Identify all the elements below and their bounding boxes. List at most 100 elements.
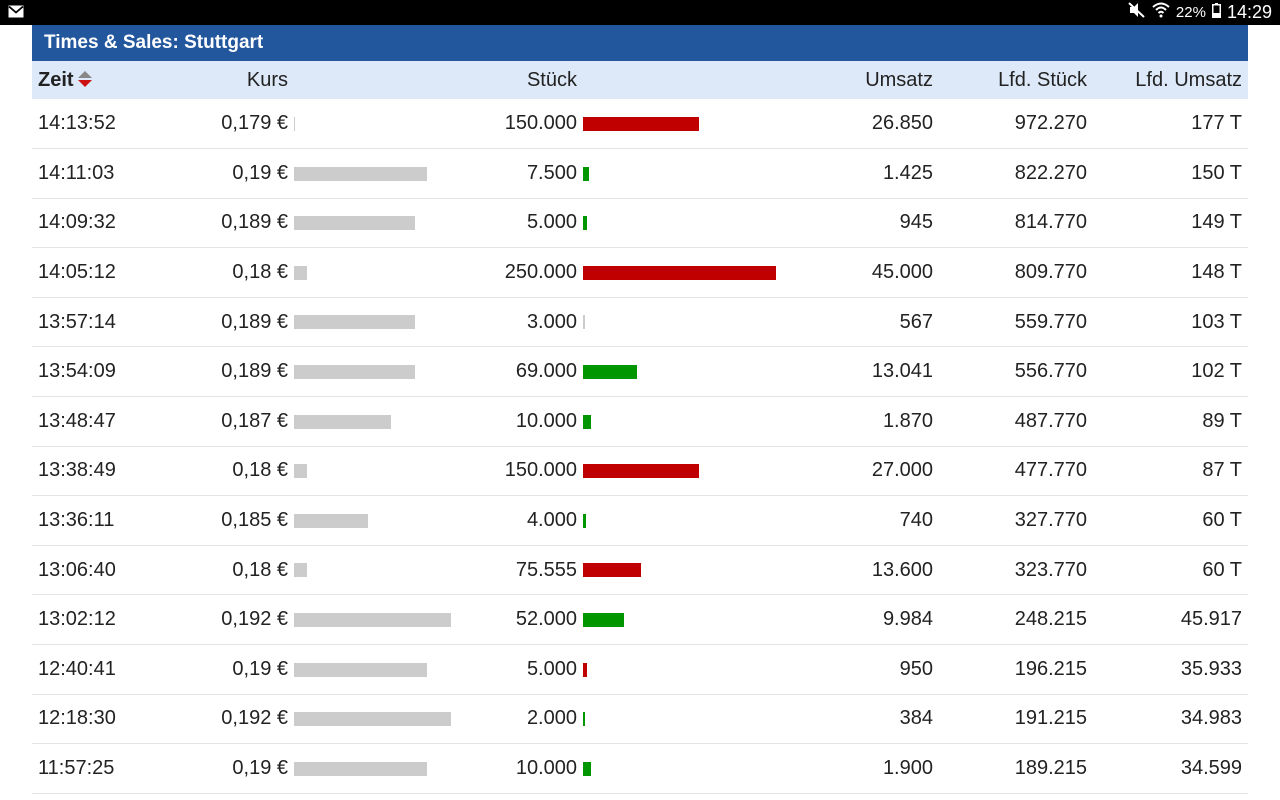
table-row: 14:09:32 0,189 € 5.000 945 814.770 149 T [32, 198, 1248, 248]
sort-descending-icon[interactable] [77, 71, 92, 89]
cell-lfd-stueck: 972.270 [1014, 112, 1087, 135]
cell-kurs-bar [294, 198, 464, 248]
cell-lfd-umsatz: 60 T [1202, 509, 1242, 532]
cell-zeit: 13:48:47 [38, 409, 116, 432]
cell-lfd-umsatz: 102 T [1191, 360, 1242, 383]
cell-kurs-bar [294, 496, 464, 546]
cell-stueck: 150.000 [504, 459, 577, 482]
volume-bar [583, 761, 591, 776]
cell-kurs-bar [294, 645, 464, 695]
cell-zeit: 14:11:03 [38, 161, 115, 184]
cell-zeit: 14:05:12 [38, 261, 116, 284]
cell-stueck: 10.000 [515, 757, 577, 780]
price-bar [294, 612, 451, 627]
cell-lfd-umsatz: 45.917 [1180, 608, 1242, 631]
cell-umsatz: 740 [899, 509, 933, 532]
cell-zeit: 12:18:30 [38, 707, 116, 730]
cell-lfd-stueck: 189.215 [1014, 757, 1087, 780]
cell-stueck-bar [583, 694, 786, 744]
cell-umsatz: 1.870 [882, 409, 933, 432]
cell-umsatz: 945 [899, 211, 933, 234]
cell-kurs-bar [294, 744, 464, 794]
cell-lfd-stueck: 477.770 [1014, 459, 1087, 482]
cell-umsatz: 384 [899, 707, 933, 730]
cell-umsatz: 950 [899, 657, 933, 680]
cell-kurs: 0,18 € [232, 261, 288, 284]
cell-stueck: 75.555 [515, 558, 577, 581]
column-header-stueck[interactable]: Stück [526, 68, 577, 91]
mail-icon [8, 5, 24, 23]
cell-zeit: 13:38:49 [38, 459, 116, 482]
cell-kurs: 0,189 € [221, 360, 288, 383]
cell-stueck: 5.000 [526, 211, 577, 234]
cell-lfd-umsatz: 148 T [1191, 261, 1242, 284]
cell-lfd-stueck: 487.770 [1014, 409, 1087, 432]
column-header-stueck-bar [583, 61, 786, 99]
cell-lfd-umsatz: 87 T [1202, 459, 1242, 482]
cell-kurs-bar [294, 595, 464, 645]
price-bar [294, 116, 295, 131]
cell-zeit: 14:09:32 [38, 211, 116, 234]
column-header-zeit[interactable]: Zeit [32, 61, 132, 99]
cell-kurs-bar [294, 347, 464, 397]
column-header-umsatz[interactable]: Umsatz [865, 68, 933, 91]
price-bar [294, 166, 427, 181]
cell-zeit: 13:02:12 [38, 608, 116, 631]
cell-stueck-bar [583, 248, 786, 298]
price-bar [294, 513, 368, 528]
status-clock: 14:29 [1226, 2, 1272, 22]
cell-zeit: 11:57:25 [38, 757, 115, 780]
table-row: 12:40:41 0,19 € 5.000 950 196.215 35.933 [32, 645, 1248, 695]
cell-kurs-bar [294, 694, 464, 744]
volume-bar [583, 116, 699, 131]
cell-stueck-bar [583, 545, 786, 595]
battery-percent: 22% [1175, 4, 1206, 21]
price-bar [294, 216, 415, 231]
cell-lfd-stueck: 327.770 [1014, 509, 1087, 532]
cell-kurs: 0,189 € [221, 211, 288, 234]
cell-kurs: 0,19 € [232, 161, 288, 184]
cell-lfd-stueck: 814.770 [1014, 211, 1087, 234]
cell-stueck: 7.500 [526, 161, 577, 184]
cell-lfd-stueck: 822.270 [1014, 161, 1087, 184]
cell-kurs: 0,18 € [232, 558, 288, 581]
column-header-kurs[interactable]: Kurs [246, 68, 288, 91]
cell-kurs: 0,18 € [232, 459, 288, 482]
volume-bar [583, 662, 587, 677]
cell-kurs-bar [294, 446, 464, 496]
table-row: 12:18:30 0,192 € 2.000 384 191.215 34.983 [32, 694, 1248, 744]
price-bar [294, 414, 391, 429]
cell-stueck: 69.000 [515, 360, 577, 383]
volume-bar [583, 513, 586, 528]
cell-stueck: 52.000 [515, 608, 577, 631]
volume-bar [583, 712, 585, 727]
cell-lfd-stueck: 809.770 [1014, 261, 1087, 284]
table-row: 13:36:11 0,185 € 4.000 740 327.770 60 T [32, 496, 1248, 546]
cell-lfd-stueck: 559.770 [1014, 310, 1087, 333]
cell-umsatz: 45.000 [871, 261, 933, 284]
column-header-lfd-stueck[interactable]: Lfd. Stück [998, 68, 1087, 91]
wifi-icon [1152, 2, 1170, 23]
cell-stueck-bar [583, 744, 786, 794]
cell-lfd-stueck: 248.215 [1014, 608, 1087, 631]
cell-kurs-bar [294, 99, 464, 149]
cell-zeit: 14:13:52 [38, 112, 116, 135]
volume-bar [583, 612, 624, 627]
zeit-label: Zeit [38, 68, 74, 91]
cell-lfd-umsatz: 103 T [1191, 310, 1242, 333]
cell-lfd-stueck: 196.215 [1014, 657, 1087, 680]
volume-bar [583, 166, 589, 181]
cell-kurs-bar [294, 297, 464, 347]
cell-kurs: 0,179 € [221, 112, 288, 135]
table-row: 13:48:47 0,187 € 10.000 1.870 487.770 89 T [32, 397, 1248, 447]
price-bar [294, 712, 451, 727]
cell-umsatz: 26.850 [871, 112, 933, 135]
column-header-lfd-umsatz[interactable]: Lfd. Umsatz [1135, 68, 1242, 91]
table-row: 13:06:40 0,18 € 75.555 13.600 323.770 60 T [32, 545, 1248, 595]
cell-lfd-stueck: 556.770 [1014, 360, 1087, 383]
cell-zeit: 13:57:14 [38, 310, 116, 333]
volume-bar [583, 464, 699, 479]
cell-stueck-bar [583, 645, 786, 695]
cell-stueck-bar [583, 397, 786, 447]
volume-bar [583, 364, 637, 379]
